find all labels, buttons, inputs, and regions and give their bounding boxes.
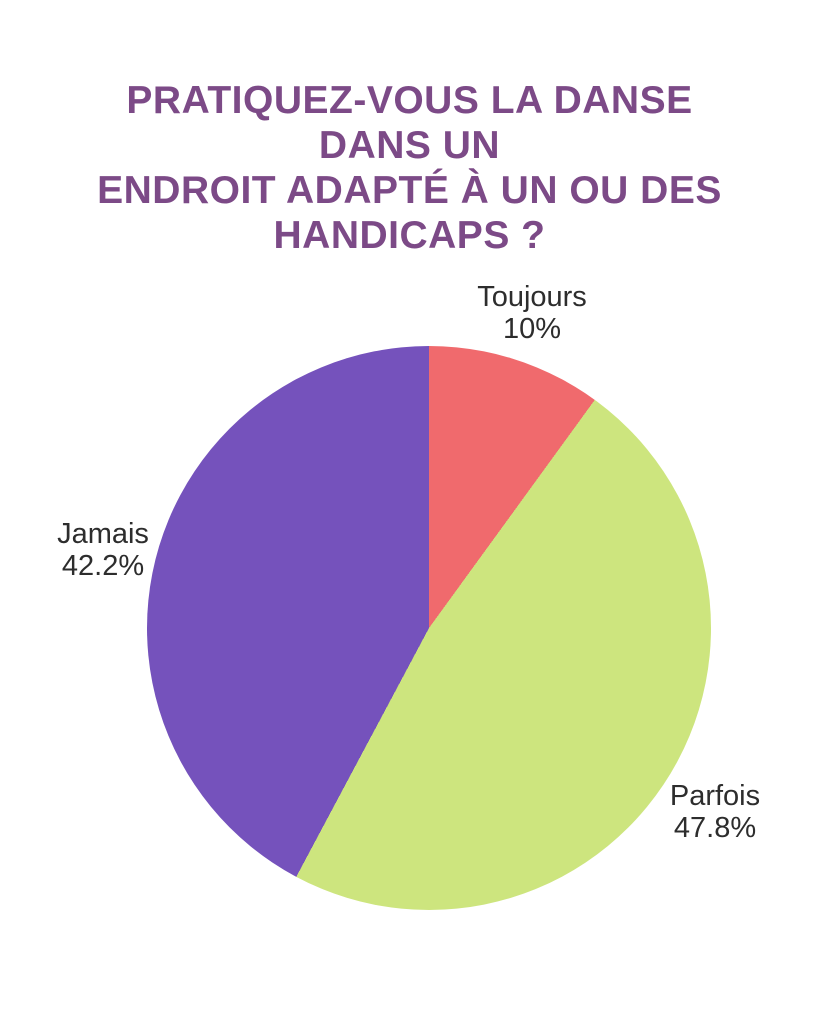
pie-label-toujours-percent: 10%	[502, 313, 562, 345]
pie-label-jamais: Jamais 42.2%	[57, 518, 149, 582]
chart-title-line-3: HANDICAPS ?	[273, 214, 546, 257]
chart-title: PRATIQUEZ-VOUS LA DANSE DANS UN ENDROIT …	[70, 78, 750, 258]
chart-title-line-2: ENDROIT ADAPTÉ À UN OU DES	[97, 169, 722, 212]
pie-label-parfois-percent: 47.8%	[673, 812, 757, 844]
pie-label-toujours-name: Toujours	[477, 281, 587, 313]
pie-label-parfois: Parfois 47.8%	[670, 780, 760, 844]
pie-label-toujours: Toujours 10%	[477, 281, 587, 345]
chart-title-line-1: PRATIQUEZ-VOUS LA DANSE DANS UN	[126, 79, 693, 167]
pie-chart	[147, 346, 711, 910]
pie-label-jamais-name: Jamais	[57, 518, 149, 550]
pie-label-jamais-percent: 42.2%	[61, 550, 145, 582]
pie-label-parfois-name: Parfois	[669, 780, 761, 812]
